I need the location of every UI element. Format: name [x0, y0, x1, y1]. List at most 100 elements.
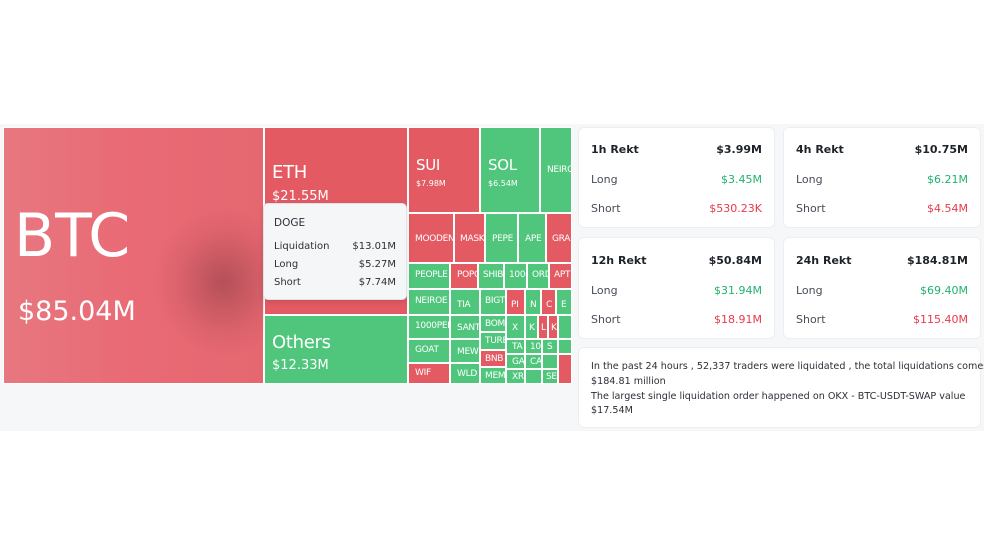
- stat-total: $50.84M: [708, 254, 762, 267]
- tile-symbol: NEIROE: [415, 296, 448, 306]
- short-value: $530.23K: [709, 202, 762, 215]
- tooltip-label: Liquidation: [274, 241, 330, 252]
- tile-symbol: K: [551, 323, 557, 333]
- tile-pi[interactable]: PI: [506, 289, 525, 315]
- tile-symbol: E: [561, 300, 567, 310]
- stat-total: $3.99M: [716, 143, 762, 156]
- tile-symbol: 10: [530, 342, 541, 352]
- tile-symbol: GOAT: [415, 345, 439, 355]
- stat-card-4h: 4h Rekt $10.75M Long $6.21M Short $4.54M: [783, 127, 981, 228]
- tile-s[interactable]: S: [542, 339, 558, 354]
- tile-symbol: BOME: [485, 319, 505, 329]
- tile-c[interactable]: C: [541, 289, 556, 315]
- tile-e[interactable]: E: [556, 289, 572, 315]
- tile-symbol: PEPE: [492, 234, 514, 244]
- tile-moodeng[interactable]: MOODENG: [408, 213, 454, 263]
- tile-sui[interactable]: SUI $7.98M: [408, 127, 480, 213]
- tile-ord[interactable]: ORD: [527, 263, 549, 289]
- tile-neiro[interactable]: NEIRO: [540, 127, 572, 213]
- tooltip-value: $7.74M: [358, 277, 396, 288]
- tile-ta[interactable]: TA: [506, 339, 525, 354]
- tile-symbol: SANT: [457, 323, 480, 333]
- tile-n[interactable]: N: [525, 289, 541, 315]
- short-label: Short: [591, 313, 621, 326]
- long-label: Long: [796, 284, 823, 297]
- tile-value: $7.98M: [416, 179, 446, 188]
- tile-value: $21.55M: [272, 189, 329, 204]
- tile-x[interactable]: X: [506, 315, 525, 339]
- tile-wif[interactable]: WIF: [408, 363, 450, 384]
- tile-symbol: K: [529, 323, 535, 333]
- tile-symbol: SE: [546, 372, 557, 382]
- short-value: $115.40M: [913, 313, 968, 326]
- tile-ape[interactable]: APE: [518, 213, 546, 263]
- tile-neiroe[interactable]: NEIROE: [408, 289, 450, 315]
- tile-symbol: 1000PEP: [415, 321, 450, 331]
- tile-symbol: S: [547, 342, 553, 352]
- tile-popc[interactable]: POPC: [450, 263, 478, 289]
- tile-tia[interactable]: TIA: [450, 289, 480, 315]
- tile-small-2[interactable]: [558, 339, 572, 354]
- tile-symbol: SOL: [488, 156, 517, 174]
- tile-small-5[interactable]: [558, 354, 572, 384]
- stat-title: 1h Rekt: [591, 143, 639, 156]
- tile-gra[interactable]: GRA: [546, 213, 572, 263]
- tooltip-row-liquidation: Liquidation $13.01M: [274, 241, 396, 252]
- tile-1000pepe[interactable]: 1000PEP: [408, 315, 450, 339]
- tile-turb[interactable]: TURB: [480, 332, 506, 350]
- summary-line: The largest single liquidation order hap…: [591, 391, 966, 402]
- tile-symbol: NEIRO: [547, 165, 572, 175]
- tile-apt[interactable]: APT: [549, 263, 572, 289]
- tile-xr[interactable]: XR: [506, 369, 525, 384]
- tile-l[interactable]: L: [538, 315, 548, 339]
- tile-sant[interactable]: SANT: [450, 315, 480, 339]
- tile-symbol: MEW: [457, 347, 479, 357]
- stat-total: $10.75M: [914, 143, 968, 156]
- tile-bnb[interactable]: BNB: [480, 350, 506, 367]
- tile-1000[interactable]: 1000: [504, 263, 527, 289]
- tile-goat[interactable]: GOAT: [408, 339, 450, 363]
- tile-se[interactable]: SE: [542, 369, 558, 384]
- tile-mask[interactable]: MASK: [454, 213, 485, 263]
- tile-symbol: TIA: [457, 300, 471, 310]
- short-label: Short: [796, 313, 826, 326]
- tile-symbol: BIGT: [485, 296, 505, 306]
- stat-header: 24h Rekt $184.81M: [796, 254, 968, 267]
- tile-others[interactable]: Others $12.33M: [264, 315, 408, 384]
- stat-long-row: Long $31.94M: [591, 284, 762, 297]
- tile-shib[interactable]: SHIB: [478, 263, 504, 289]
- tile-sol[interactable]: SOL $6.54M: [480, 127, 540, 213]
- doge-tooltip: DOGE Liquidation $13.01M Long $5.27M Sho…: [263, 203, 407, 300]
- tile-symbol: APE: [525, 234, 542, 244]
- tile-symbol: ETH: [272, 162, 308, 183]
- tile-value: $85.04M: [18, 296, 136, 327]
- tile-symbol: C: [546, 300, 552, 310]
- tile-symbol: N: [530, 300, 537, 310]
- tile-small-1[interactable]: [558, 315, 572, 339]
- tooltip-row-short: Short $7.74M: [274, 277, 396, 288]
- tile-10[interactable]: 10: [525, 339, 542, 354]
- tile-meme[interactable]: MEME: [480, 367, 506, 384]
- tile-ca[interactable]: CA: [525, 354, 542, 369]
- summary-line: $184.81 million: [591, 376, 666, 387]
- tile-bome[interactable]: BOME: [480, 315, 506, 332]
- tile-pepe[interactable]: PEPE: [485, 213, 518, 263]
- short-value: $4.54M: [927, 202, 968, 215]
- tile-small-3[interactable]: [525, 369, 542, 384]
- tile-k[interactable]: K: [525, 315, 538, 339]
- tile-bigt[interactable]: BIGT: [480, 289, 506, 315]
- long-value: $31.94M: [714, 284, 762, 297]
- tile-value: $12.33M: [272, 358, 329, 373]
- tile-mew[interactable]: MEW: [450, 339, 480, 363]
- stat-card-24h: 24h Rekt $184.81M Long $69.40M Short $11…: [783, 237, 981, 339]
- tile-btc[interactable]: BTC $85.04M: [3, 127, 264, 384]
- tile-wld[interactable]: WLD: [450, 363, 480, 384]
- tile-value: $6.54M: [488, 179, 518, 188]
- tile-small-4[interactable]: [542, 354, 558, 369]
- tile-symbol: SUI: [416, 156, 441, 174]
- tile-ga[interactable]: GA: [506, 354, 525, 369]
- tile-k2[interactable]: K: [548, 315, 558, 339]
- stat-short-row: Short $18.91M: [591, 313, 762, 326]
- short-label: Short: [796, 202, 826, 215]
- tile-people[interactable]: PEOPLE: [408, 263, 450, 289]
